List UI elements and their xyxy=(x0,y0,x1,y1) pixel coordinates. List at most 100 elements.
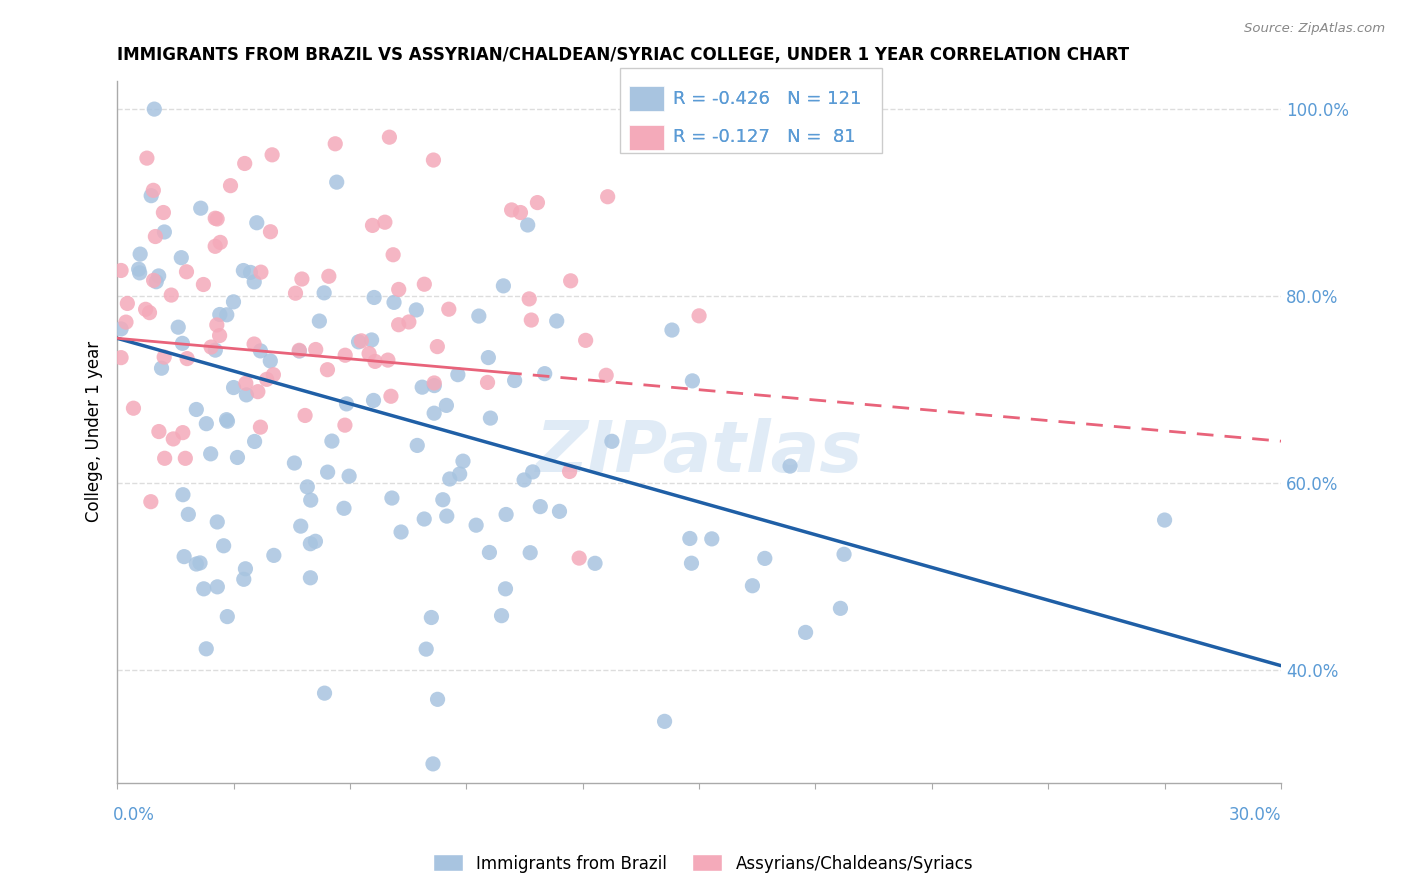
Point xyxy=(172,336,194,351)
Point xyxy=(447,368,470,382)
Point xyxy=(318,269,340,284)
Point xyxy=(451,454,474,468)
Point xyxy=(110,263,132,277)
Point xyxy=(361,219,384,233)
Point xyxy=(382,295,405,310)
Point xyxy=(190,201,212,215)
Text: IMMIGRANTS FROM BRAZIL VS ASSYRIAN/CHALDEAN/SYRIAC COLLEGE, UNDER 1 YEAR CORRELA: IMMIGRANTS FROM BRAZIL VS ASSYRIAN/CHALD… xyxy=(117,46,1129,64)
Point xyxy=(350,334,373,348)
Text: 30.0%: 30.0% xyxy=(1229,806,1281,824)
Point xyxy=(426,340,449,354)
Point xyxy=(204,343,226,358)
Point xyxy=(533,367,555,381)
Point xyxy=(173,549,195,564)
Point xyxy=(235,376,257,391)
Point xyxy=(207,580,229,594)
Point xyxy=(212,539,235,553)
Point xyxy=(754,551,776,566)
Point xyxy=(153,225,176,239)
Point xyxy=(204,239,226,253)
Point xyxy=(195,641,218,656)
Point xyxy=(420,610,443,624)
Point xyxy=(249,420,271,434)
Point xyxy=(135,302,157,317)
Point xyxy=(145,275,167,289)
Point xyxy=(314,285,336,300)
FancyBboxPatch shape xyxy=(630,86,664,112)
Text: R = -0.127   N =  81: R = -0.127 N = 81 xyxy=(673,128,856,146)
Point xyxy=(389,524,412,539)
Point xyxy=(323,136,346,151)
Point xyxy=(263,549,285,563)
Point xyxy=(128,266,150,280)
Point xyxy=(135,151,157,165)
Point xyxy=(297,480,319,494)
Point xyxy=(195,417,218,431)
Point xyxy=(382,248,405,262)
Point xyxy=(568,551,591,566)
Point xyxy=(423,406,446,420)
Point xyxy=(595,368,617,383)
Point xyxy=(422,153,444,167)
Point xyxy=(290,519,312,533)
Point xyxy=(337,469,360,483)
Point xyxy=(374,215,396,229)
Point xyxy=(520,313,543,327)
Point xyxy=(128,262,150,277)
Point xyxy=(262,368,284,382)
Point xyxy=(294,409,316,423)
Point xyxy=(548,504,571,518)
Point xyxy=(546,314,568,328)
Point xyxy=(381,491,404,505)
Point xyxy=(316,465,339,479)
Point xyxy=(364,354,387,368)
Point xyxy=(335,348,357,362)
Point xyxy=(360,333,382,347)
Point xyxy=(215,412,238,426)
Point xyxy=(501,202,523,217)
Point xyxy=(259,225,281,239)
Point xyxy=(172,488,194,502)
Point xyxy=(259,354,281,368)
Point xyxy=(305,343,328,357)
Point xyxy=(388,282,411,296)
Point xyxy=(208,328,231,343)
Point xyxy=(170,251,193,265)
Point xyxy=(477,351,499,365)
Point xyxy=(232,263,254,277)
Point xyxy=(186,557,208,571)
Point xyxy=(299,537,322,551)
Point xyxy=(207,515,229,529)
Point xyxy=(492,278,515,293)
Point xyxy=(347,334,370,349)
Point xyxy=(200,340,222,354)
Point xyxy=(679,532,702,546)
Point xyxy=(526,195,548,210)
Point xyxy=(509,205,531,219)
Point xyxy=(363,393,385,408)
Point xyxy=(436,509,458,524)
Point xyxy=(596,190,619,204)
Point xyxy=(142,273,165,287)
Point xyxy=(217,609,239,624)
Point xyxy=(235,562,257,576)
Point xyxy=(436,398,458,412)
Point xyxy=(308,314,330,328)
FancyBboxPatch shape xyxy=(630,86,664,112)
Point xyxy=(246,384,269,399)
Point xyxy=(110,351,132,365)
Point xyxy=(110,322,132,336)
Point xyxy=(176,351,198,366)
Point xyxy=(359,346,381,360)
Point xyxy=(335,397,357,411)
Point xyxy=(700,532,723,546)
Point xyxy=(204,211,226,226)
Point xyxy=(406,438,429,452)
Point xyxy=(411,380,433,394)
Text: ZIPatlas: ZIPatlas xyxy=(536,418,863,487)
Point xyxy=(519,546,541,560)
Point xyxy=(262,148,284,162)
Point xyxy=(304,534,326,549)
Point xyxy=(321,434,343,448)
Point xyxy=(439,472,461,486)
